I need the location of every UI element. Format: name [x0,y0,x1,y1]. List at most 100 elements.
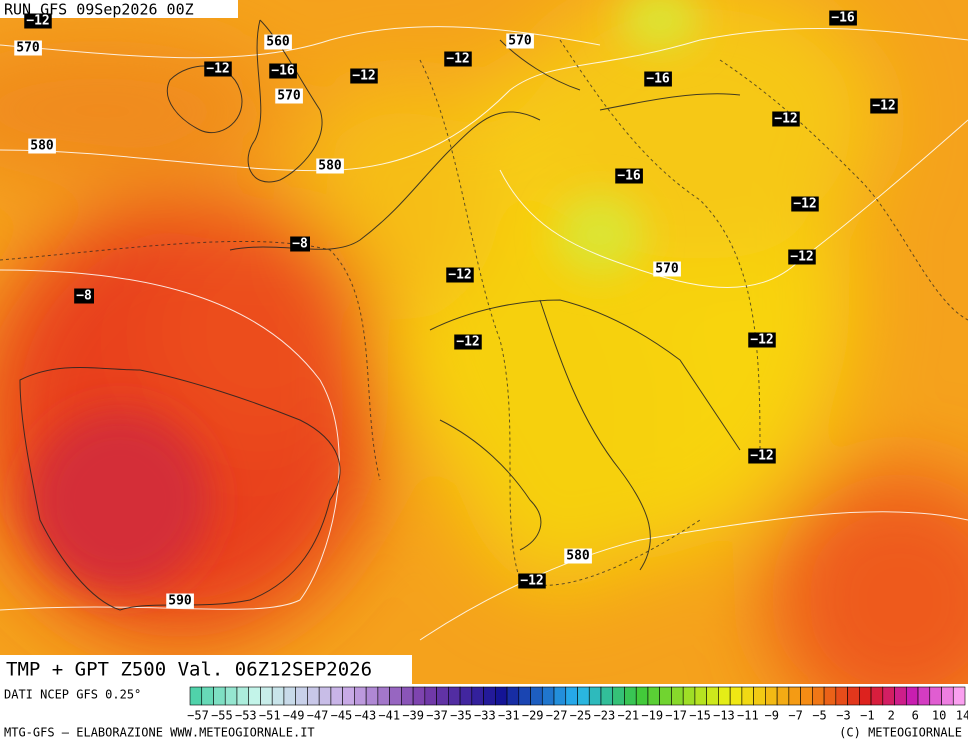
isotherm-label-box [290,236,310,252]
color-swatch [600,686,614,706]
color-swatch [823,686,837,706]
footer-left: MTG-GFS — ELABORAZIONE WWW.METEOGIORNALE… [4,726,315,740]
color-swatch [859,686,872,706]
color-swatch [377,686,390,706]
color-swatch [389,686,402,706]
isotherm-label: −12 [750,333,773,348]
isotherm-label: −16 [831,11,855,26]
isotherm-label: −12 [352,69,375,84]
height-label: 580 [318,159,342,174]
color-swatch [260,686,273,706]
color-bar-label: −17 [665,709,687,723]
height-label-box [564,548,592,564]
footer-right: (C) METEOGIORNALE [839,726,962,740]
height-label: 570 [508,34,532,49]
isotherm-label-box [24,13,52,29]
color-swatch [424,686,437,706]
color-bar-label: −21 [617,709,639,723]
height-label: 570 [16,41,40,56]
color-swatch [401,686,414,706]
color-bar-label: −11 [737,709,759,723]
color-swatch [753,686,766,706]
color-swatch [741,686,754,706]
isotherm-label: −12 [872,99,895,114]
isotherm-label: −16 [617,169,641,184]
color-bar-label: −19 [641,709,663,723]
color-swatch [894,686,907,706]
color-swatch [541,686,555,706]
color-bar-label: −55 [211,709,233,723]
isotherm-label-box [788,249,816,265]
height-label-box [316,158,344,174]
height-label: 560 [266,35,290,50]
color-swatch [635,686,649,706]
color-swatch [929,686,942,706]
color-swatch [917,686,931,706]
isotherm-label: −12 [790,250,813,265]
isotherm-label: −12 [456,335,479,350]
isotherm-label: −12 [446,52,469,67]
isotherm-label-box [446,267,474,283]
map-title: TMP + GPT Z500 Val. 06Z12SEP2026 [6,659,372,681]
color-swatch [483,686,496,706]
color-swatch [941,686,954,706]
isotherm-label: −12 [520,574,543,589]
isotherm-label: −12 [774,112,797,127]
isotherm-label: −12 [206,62,229,77]
color-swatch [588,686,602,706]
color-bar-label: −31 [498,709,520,723]
color-swatch [870,686,884,706]
color-swatch [612,686,625,706]
color-swatch [213,686,226,706]
color-swatch [283,686,296,706]
color-swatch [436,686,449,706]
color-bar-label: 6 [912,709,919,723]
color-swatch [647,686,660,706]
color-bar-label: −33 [474,709,496,723]
color-bar-label: −9 [765,709,779,723]
color-bar-label: −7 [788,709,802,723]
color-swatch [788,686,801,706]
color-swatch [952,686,966,706]
color-swatch [412,686,426,706]
color-swatch [718,686,731,706]
color-bar-label: −39 [402,709,424,723]
isotherm-label: −16 [646,72,670,87]
color-swatch [765,686,778,706]
color-swatch [342,686,355,706]
run-box [0,0,238,18]
color-swatch [189,686,203,706]
color-swatch [671,686,684,706]
color-swatch [201,686,214,706]
color-swatch [835,686,848,706]
color-swatch [659,686,672,706]
height-label-box [275,88,303,104]
color-bar-label: −41 [378,709,400,723]
color-bar-label: −1 [860,709,874,723]
height-label-box [166,593,194,609]
color-swatch [248,686,261,706]
isotherm-label: −12 [750,449,773,464]
color-swatch [271,686,285,706]
height-label: 570 [277,89,301,104]
height-label: 570 [655,262,679,277]
isotherm-label-box [269,63,297,79]
color-bar-label: −43 [355,709,377,723]
isotherm-label: −12 [448,268,471,283]
height-label-box [506,33,534,49]
isotherm-label-box [74,288,94,304]
isotherm-label-box [748,332,776,348]
color-bar-label: −51 [259,709,281,723]
color-swatch [565,686,578,706]
color-swatch [471,686,484,706]
isotherm-label-box [615,168,643,184]
height-label-box [28,138,56,154]
color-swatch [553,686,567,706]
color-bar-label: −49 [283,709,305,723]
color-swatch [694,686,707,706]
map-labels: −12 −12 −16 −12 −12 −16 −16 −12 −12 −16 −12 −8 −12 −1… [14,10,898,609]
height-label: 580 [566,549,590,564]
color-swatch [295,686,308,706]
color-swatch [776,686,790,706]
